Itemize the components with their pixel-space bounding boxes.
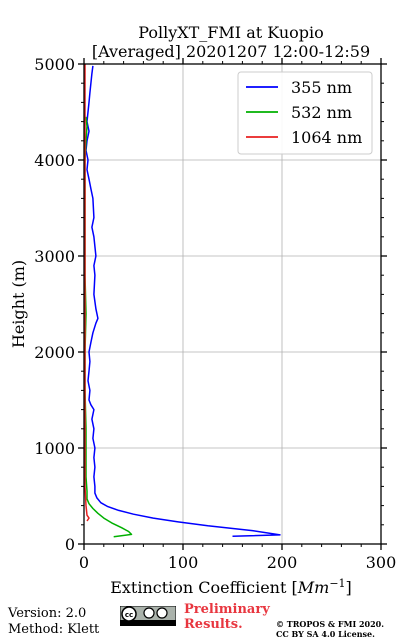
legend-box xyxy=(237,71,373,155)
x-axis-label-main: Extinction Coefficient [ xyxy=(110,578,298,597)
y-tick-label: 2000 xyxy=(34,343,75,362)
plot-frame xyxy=(83,63,382,545)
y-axis-label: Height (m) xyxy=(9,260,28,348)
x-tick-label: 0 xyxy=(79,553,89,572)
version-label: Version: 2.0 xyxy=(8,606,87,621)
preliminary-line-1: Preliminary xyxy=(184,602,270,617)
y-tick-label: 5000 xyxy=(34,55,75,74)
x-axis-label-close: ] xyxy=(346,578,352,597)
y-tick-label: 4000 xyxy=(34,151,75,170)
version-text: Version: 2.0 Method: Klett xyxy=(8,606,99,638)
chart-title: PollyXT_FMI at Kuopio xyxy=(138,23,324,42)
series-532-nm-line xyxy=(84,116,133,538)
x-tick-label: 300 xyxy=(366,553,397,572)
legend: 355 nm 532 nm 1064 nm xyxy=(237,71,373,155)
copyright-note: © TROPOS & FMI 2020. CC BY SA 4.0 Licens… xyxy=(276,619,384,639)
y-tick-label: 0 xyxy=(65,535,75,554)
svg-text:cc: cc xyxy=(125,611,133,619)
copyright-line-2: CC BY SA 4.0 License. xyxy=(276,629,375,639)
cc-by-sa-logo: cc xyxy=(120,606,176,626)
x-axis-label: Extinction Coefficient [Mm−1] xyxy=(110,577,352,597)
x-tick-label: 100 xyxy=(168,553,199,572)
x-axis-label-unit: Mm xyxy=(297,578,330,597)
x-axis-label-exp: −1 xyxy=(329,577,345,590)
series-layer xyxy=(84,64,281,538)
preliminary-results-note: Preliminary Results. xyxy=(184,602,270,632)
y-tick-label: 3000 xyxy=(34,247,75,266)
method-label: Method: Klett xyxy=(8,622,100,637)
legend-label: 355 nm xyxy=(291,78,352,97)
chart-subtitle: [Averaged] 20201207 12:00-12:59 xyxy=(92,42,370,61)
legend-label: 532 nm xyxy=(291,103,352,122)
series-1064-nm-line xyxy=(84,64,90,522)
extinction-chart: PollyXT_FMI at Kuopio [Averaged] 2020120… xyxy=(9,23,396,597)
preliminary-line-2: Results. xyxy=(184,617,243,632)
copyright-line-1: © TROPOS & FMI 2020. xyxy=(276,619,385,629)
legend-label: 1064 nm xyxy=(291,128,362,147)
y-tick-label: 1000 xyxy=(34,439,75,458)
x-tick-label: 200 xyxy=(267,553,298,572)
